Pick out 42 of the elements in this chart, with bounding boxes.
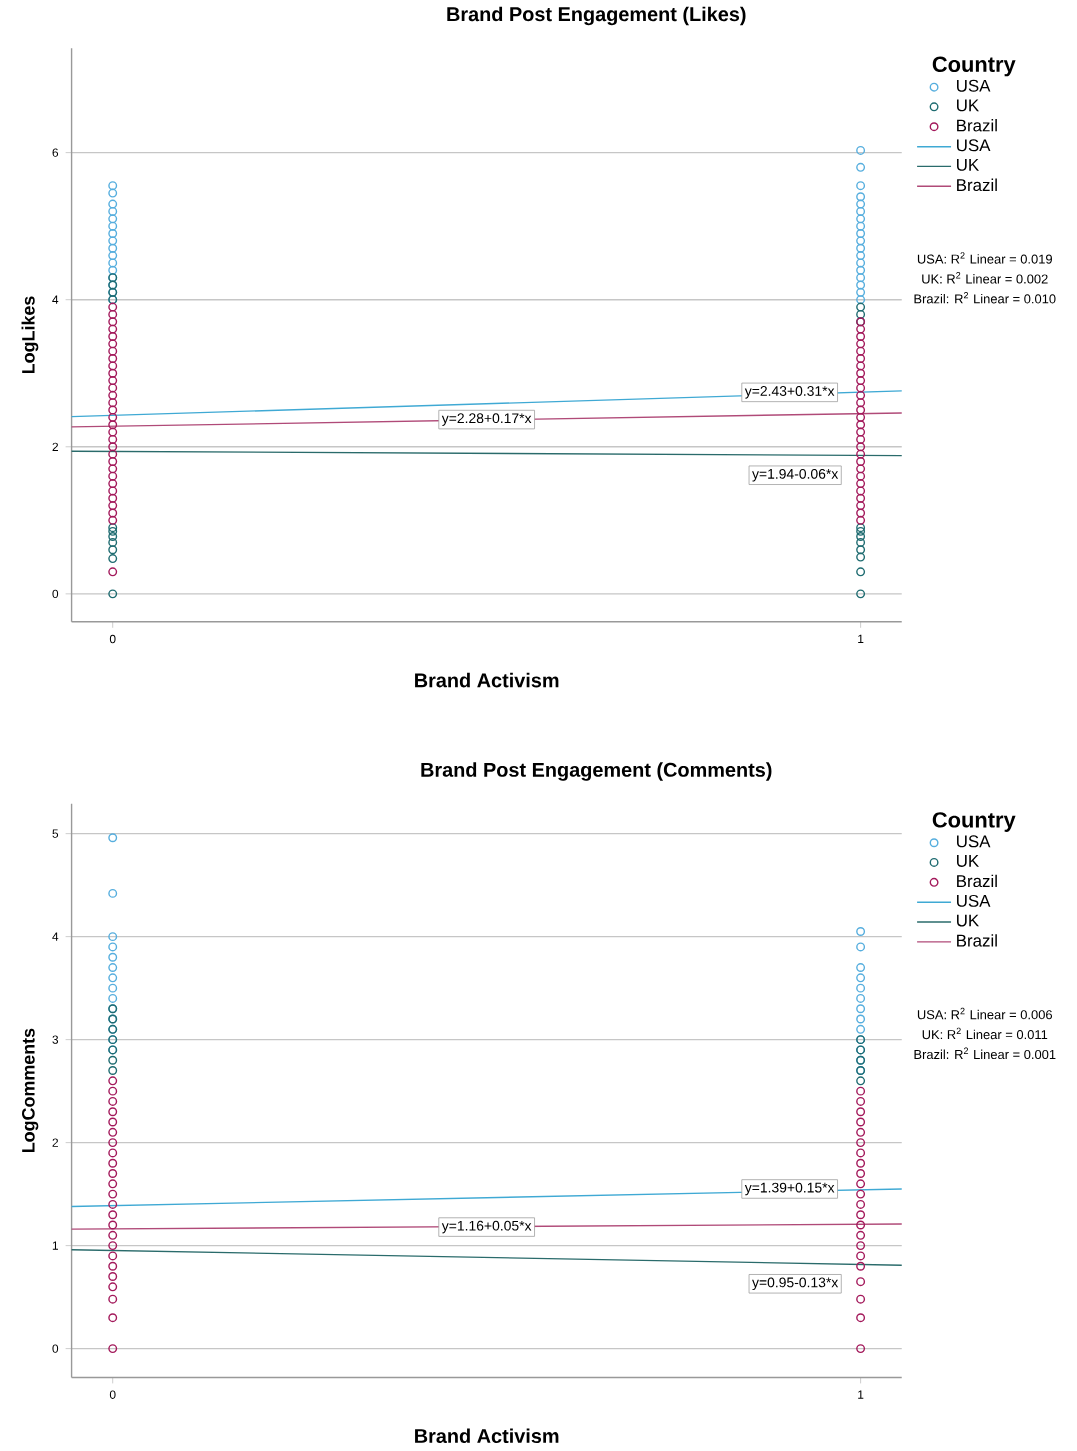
y-tick-label: 2: [52, 1138, 59, 1147]
legend-title: Country: [932, 812, 1016, 832]
legend-label: USA: [957, 139, 991, 152]
y-tick-label: 5: [52, 829, 59, 838]
y-tick-label: 1: [53, 1241, 59, 1250]
annotation: y=0.95-0.13*x: [752, 1277, 839, 1291]
legend-label: USA: [957, 835, 991, 848]
chart-title: Brand Post Engagement (Likes): [447, 6, 746, 26]
y-tick-label: 2: [52, 442, 59, 451]
y-axis-title: LogComments: [22, 1028, 39, 1153]
text: Brazil: R$^{2}$ Linear = 0.010: [914, 292, 1056, 304]
text: USA: R$^{2}$ Linear = 0.006: [918, 1007, 1053, 1020]
legend-label: Brazil: [957, 119, 997, 132]
y-tick-label: 6: [52, 148, 59, 157]
annotation: y=1.39+0.15*x: [744, 1182, 835, 1196]
legend-title: Country: [932, 56, 1016, 77]
y-tick-label: 4: [52, 295, 59, 304]
legend-label: UK: [957, 855, 980, 867]
y-tick-label: 0: [52, 589, 59, 599]
y-tick-label: 4: [52, 932, 59, 941]
annotation: y=2.43+0.31*x: [744, 386, 835, 399]
text: Brazil: R$^{2}$ Linear = 0.001: [914, 1047, 1056, 1060]
legend-label: Brazil: [957, 934, 997, 947]
legend-label: UK: [957, 914, 980, 927]
annotation: y=1.94-0.06*x: [752, 468, 839, 482]
legend-label: UK: [957, 159, 980, 171]
text: UK: R$^{2}$ Linear = 0.011: [922, 1027, 1048, 1040]
x-axis-title: Brand Activism: [415, 1428, 559, 1444]
text: USA: R$^{2}$ Linear = 0.019: [918, 252, 1053, 264]
legend-label: USA: [957, 894, 991, 907]
text: UK: R$^{2}$ Linear = 0.002: [922, 272, 1048, 284]
legend-label: Brazil: [957, 874, 997, 888]
y-axis-title: LogLikes: [21, 296, 39, 374]
legend-label: UK: [957, 99, 980, 112]
legend-label: Brazil: [957, 178, 997, 192]
y-tick-label: 3: [52, 1035, 59, 1044]
annotation: y=1.16+0.05*x: [441, 1220, 532, 1234]
y-tick-label: 0: [52, 1344, 59, 1353]
legend-label: USA: [957, 79, 991, 92]
annotation: y=2.28+0.17*x: [441, 413, 532, 426]
x-axis-title: Brand Activism: [415, 672, 559, 688]
chart-title: Brand Post Engagement (Comments): [421, 762, 772, 781]
